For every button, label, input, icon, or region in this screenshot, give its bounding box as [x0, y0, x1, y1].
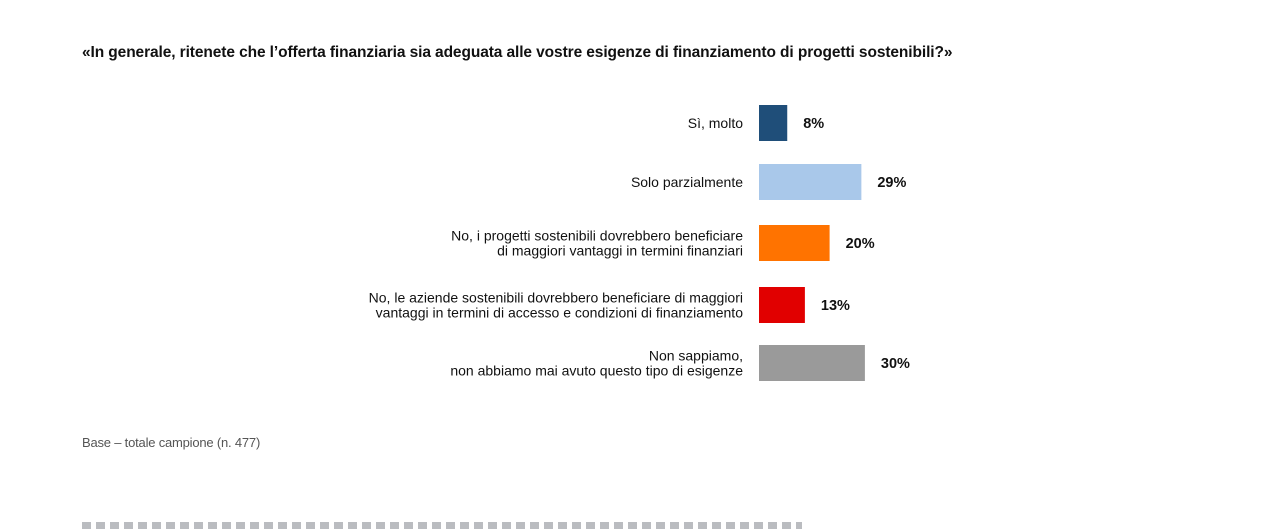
chart-title: «In generale, ritenete che l’offerta fin… [82, 44, 953, 61]
data-label: 20% [846, 236, 875, 252]
category-label: No, i progetti sostenibili dovrebbero be… [451, 228, 743, 259]
category-label: No, le aziende sostenibili dovrebbero be… [369, 290, 744, 321]
data-label: 29% [877, 175, 906, 191]
category-label-line: vantaggi in termini di accesso e condizi… [376, 305, 744, 321]
category-label-line: No, i progetti sostenibili dovrebbero be… [451, 228, 743, 244]
cut-off-heading [82, 516, 802, 529]
bar [759, 287, 805, 323]
footnote: Base – totale campione (n. 477) [82, 435, 261, 450]
bar [759, 225, 830, 261]
bar [759, 345, 865, 381]
category-label-line: Non sappiamo, [649, 348, 743, 364]
category-label-line: No, le aziende sostenibili dovrebbero be… [369, 290, 743, 306]
category-label: Sì, molto [688, 115, 743, 131]
data-label: 13% [821, 298, 850, 314]
category-label-line: Solo parzialmente [631, 174, 743, 190]
category-label: Solo parzialmente [631, 174, 743, 190]
category-label-line: Sì, molto [688, 115, 743, 131]
bar [759, 164, 862, 200]
category-label: Non sappiamo, non abbiamo mai avuto quest… [450, 348, 743, 379]
data-label: 8% [803, 116, 824, 132]
data-label: 30% [881, 356, 910, 372]
category-label-line: di maggiori vantaggi in termini finanzia… [497, 243, 743, 259]
bar [759, 105, 788, 141]
category-label-line: non abbiamo mai avuto questo tipo di esi… [450, 363, 743, 379]
